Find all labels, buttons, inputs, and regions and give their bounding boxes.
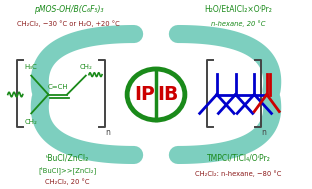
Text: C=CH: C=CH	[47, 84, 68, 90]
Text: CH₂Cl₂, 20 °C: CH₂Cl₂, 20 °C	[45, 178, 89, 185]
Text: TMPCl/TiCl₄/OⁱPr₂: TMPCl/TiCl₄/OⁱPr₂	[207, 153, 271, 162]
Text: H₃C: H₃C	[25, 64, 37, 70]
Text: H₂O/EtAlCl₂×OⁱPr₂: H₂O/EtAlCl₂×OⁱPr₂	[205, 5, 273, 14]
Text: CH₂Cl₂: n-hexane, −80 °C: CH₂Cl₂: n-hexane, −80 °C	[196, 170, 282, 177]
Text: IP: IP	[134, 85, 154, 104]
Text: CH₂Cl₂, −30 °C or H₂O, +20 °C: CH₂Cl₂, −30 °C or H₂O, +20 °C	[17, 20, 120, 27]
Text: pMOS-OH/B(C₆F₅)₃: pMOS-OH/B(C₆F₅)₃	[34, 5, 103, 14]
Ellipse shape	[127, 69, 185, 120]
Text: ᵗBuCl/ZnCl₂: ᵗBuCl/ZnCl₂	[46, 153, 89, 162]
Text: CH₂: CH₂	[25, 119, 38, 125]
Text: n: n	[261, 128, 266, 137]
Text: CH₂: CH₂	[79, 64, 92, 70]
Text: IB: IB	[157, 85, 178, 104]
Text: [ᵗBuCl]>>[ZnCl₂]: [ᵗBuCl]>>[ZnCl₂]	[38, 166, 96, 174]
Text: n-hexane, 20 °C: n-hexane, 20 °C	[212, 20, 266, 27]
Text: n: n	[105, 128, 110, 137]
